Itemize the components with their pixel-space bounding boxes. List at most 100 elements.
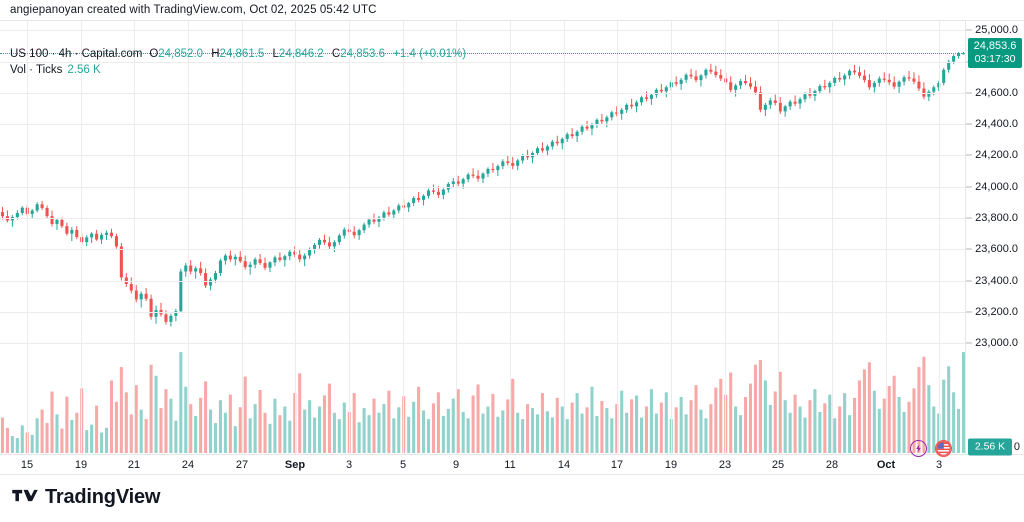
candle-body	[694, 76, 698, 81]
horizontal-gridline	[0, 30, 965, 32]
candle-body	[952, 56, 956, 62]
price-axis-tick: 23,800.0	[975, 212, 1018, 224]
candle-body	[243, 261, 247, 268]
volume-bar	[501, 410, 505, 453]
current-price-line	[0, 53, 965, 55]
lightning-bolt-icon[interactable]	[910, 440, 927, 457]
chart-corner-icons	[910, 440, 952, 457]
volume-bar	[580, 413, 584, 453]
volume-bar	[679, 397, 683, 453]
volume-study-value: 2.56 K	[67, 64, 101, 76]
candle-body	[95, 233, 99, 240]
candle-body	[823, 86, 827, 88]
volume-study-title[interactable]: Vol · Ticks	[10, 64, 63, 76]
legend-low: L24,846.2	[273, 48, 324, 60]
price-axis-tick: 23,200.0	[975, 305, 1018, 318]
candle-body	[580, 126, 584, 132]
volume-bar	[902, 412, 906, 453]
candle-body	[932, 87, 936, 92]
candle-body	[570, 134, 574, 137]
candle-body	[189, 265, 193, 272]
close-label: C	[331, 48, 341, 60]
volume-bar	[803, 417, 807, 453]
candle-body	[194, 268, 198, 272]
legend-main-row: US 100 · 4h · Capital.com O24,852.0 H24,…	[10, 47, 466, 62]
candle-body	[174, 311, 178, 316]
candle-body	[466, 174, 470, 180]
volume-bar	[744, 397, 748, 453]
candle-body	[382, 212, 386, 218]
candle-body	[337, 235, 341, 243]
candle-body	[471, 174, 475, 176]
volume-bar	[70, 419, 74, 453]
candle-body	[808, 94, 812, 96]
candle-body	[357, 230, 361, 236]
legend-open: O24,852.0	[149, 48, 203, 60]
candle-body	[412, 198, 416, 203]
volume-bar	[303, 409, 307, 453]
time-axis-tick: 21	[127, 459, 141, 471]
volume-bar	[961, 352, 965, 453]
candle-body	[773, 100, 777, 103]
current-price-value: 24,853.6	[973, 40, 1017, 53]
volume-bar	[922, 356, 926, 453]
volume-bar	[748, 383, 753, 453]
volume-bar	[60, 428, 64, 453]
us-flag-icon[interactable]	[935, 440, 952, 457]
candle-body	[679, 79, 683, 84]
volume-bar	[139, 409, 143, 453]
candle-body	[30, 210, 34, 214]
volume-bar	[35, 418, 39, 453]
volume-bar	[877, 408, 881, 453]
candle-body	[630, 104, 634, 107]
candle-body	[585, 126, 589, 129]
volume-bar	[659, 402, 663, 453]
time-axis-tick: 9	[452, 459, 460, 471]
volume-bar	[506, 399, 510, 453]
volume-bar	[164, 389, 168, 453]
candle-body	[684, 74, 688, 80]
price-tick-dash	[966, 29, 972, 31]
vertical-gridline	[456, 21, 457, 454]
time-axis[interactable]: 15 19 21 24 27 Sep 3 5 9 11 14 17 19 23 25 28 Oct 3	[0, 454, 1024, 476]
current-price-badge[interactable]: 24,853.6 03:17:30	[968, 38, 1022, 69]
candle-body	[729, 82, 733, 90]
time-axis-tick: 25	[771, 459, 785, 471]
tradingview-wordmark: TradingView	[45, 486, 161, 508]
volume-bar	[957, 408, 961, 453]
legend-symbol-title[interactable]: US 100 · 4h · Capital.com	[10, 48, 143, 60]
vertical-gridline	[349, 21, 350, 454]
horizontal-gridline	[0, 155, 965, 157]
candle-body	[164, 314, 168, 322]
volume-bar	[947, 366, 951, 453]
volume-bar	[461, 412, 465, 453]
candle-body	[441, 189, 445, 195]
candle-body	[322, 239, 327, 243]
candle-body	[303, 255, 307, 260]
candle-body	[169, 315, 173, 322]
candle-body	[649, 94, 653, 99]
volume-bar	[511, 378, 515, 453]
volume-bar	[342, 402, 346, 453]
candle-body	[456, 181, 460, 184]
volume-bar	[248, 418, 252, 453]
horizontal-gridline	[0, 124, 965, 126]
volume-bar	[129, 414, 133, 453]
volume-bar	[149, 364, 153, 453]
volume-bar	[729, 372, 733, 453]
volume-bar	[387, 390, 391, 453]
price-tick-dash	[966, 311, 972, 313]
candle-body	[283, 256, 287, 260]
price-axis[interactable]: 24,853.6 03:17:30 2.56 K 0 25,000.024,80…	[966, 21, 1024, 456]
volume-bar	[734, 406, 738, 453]
volume-badge[interactable]: 2.56 K	[968, 438, 1012, 456]
volume-bar	[605, 408, 609, 453]
volume-bar	[436, 392, 440, 453]
chart-plot-area[interactable]	[0, 21, 966, 454]
volume-axis-zero: 0	[1013, 441, 1020, 453]
candle-body	[506, 161, 510, 163]
footer-branding: TradingView	[12, 486, 160, 509]
volume-bar	[407, 416, 411, 453]
volume-bar	[526, 404, 530, 453]
candle-body	[531, 152, 535, 158]
